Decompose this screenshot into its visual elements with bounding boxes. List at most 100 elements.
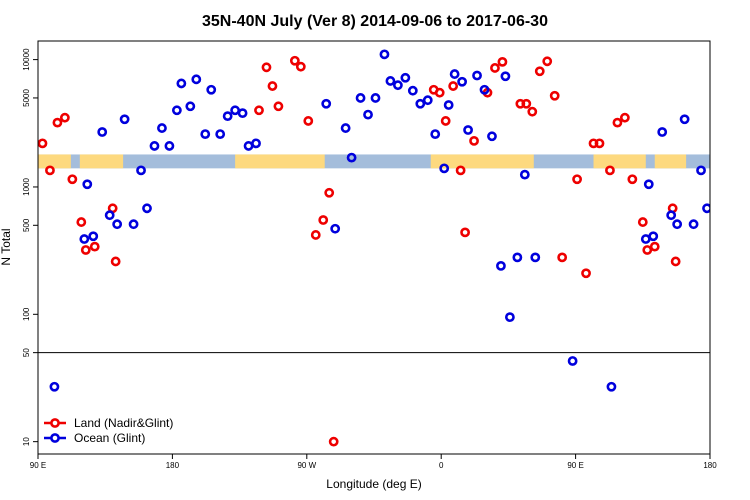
ocean-point	[500, 71, 511, 82]
ocean-point	[363, 109, 373, 120]
ocean-point	[79, 234, 90, 244]
ocean-point	[679, 114, 690, 125]
land-point	[261, 62, 272, 73]
ocean-point	[176, 78, 187, 89]
x-tick-label: 90 E	[567, 461, 583, 470]
ocean-point	[726, 142, 733, 149]
ocean-point	[457, 76, 468, 87]
legend-marker	[50, 418, 60, 428]
ocean-point	[407, 85, 418, 96]
ocean-point	[237, 108, 248, 119]
land-point	[497, 56, 508, 67]
ocean-point	[171, 105, 182, 116]
ocean-point	[643, 179, 654, 190]
land-point	[605, 165, 615, 176]
ocean-point	[415, 98, 426, 109]
ocean-point	[487, 131, 497, 142]
ocean-point	[443, 100, 454, 110]
legend-label: Land (Nadir&Glint)	[74, 416, 173, 430]
y-tick-label: 10	[22, 437, 31, 446]
land-ocean-strip	[38, 154, 710, 169]
ocean-point	[88, 231, 99, 242]
land-point	[303, 116, 314, 126]
ocean-point	[157, 123, 167, 133]
land-point	[619, 112, 630, 123]
ocean-point	[340, 123, 351, 133]
legend: Land (Nadir&Glint)Ocean (Glint)	[44, 416, 173, 445]
land-point	[642, 245, 653, 255]
ocean-point	[688, 219, 699, 230]
ocean-point	[606, 381, 617, 392]
ocean-band	[38, 154, 710, 169]
ocean-point	[185, 101, 196, 112]
ocean-point	[112, 219, 123, 230]
ocean-point	[191, 74, 202, 85]
y-tick-label: 5000	[22, 88, 31, 106]
y-axis: 10 50 100 500 1000 5000 10000	[22, 48, 38, 446]
ocean-point	[379, 49, 390, 60]
land-point	[89, 241, 100, 252]
land-point	[469, 135, 479, 146]
x-tick-label: 90 W	[297, 461, 316, 470]
land-point	[534, 66, 545, 77]
land-point	[273, 101, 284, 112]
land-segment	[79, 154, 124, 169]
y-tick-label: 100	[22, 307, 31, 321]
data-points	[38, 49, 733, 447]
land-point	[460, 227, 470, 238]
ocean-point	[479, 84, 490, 95]
ocean-point	[422, 95, 433, 106]
ocean-point	[97, 127, 108, 137]
x-tick-label: 180	[703, 461, 717, 470]
land-point	[440, 116, 451, 126]
ocean-point	[657, 127, 668, 137]
x-axis: 90 E 180 90 W 0 90 E 180	[30, 454, 717, 470]
ocean-point	[648, 231, 659, 242]
ocean-point	[672, 219, 683, 230]
ocean-point	[321, 98, 332, 109]
x-axis-label: Longitude (deg E)	[326, 477, 421, 491]
ocean-point	[243, 141, 254, 151]
land-point	[76, 217, 87, 227]
ocean-point	[251, 138, 261, 149]
land-point	[310, 230, 321, 240]
ocean-point	[222, 111, 233, 122]
ocean-point	[230, 105, 241, 116]
ocean-point	[370, 93, 381, 103]
ocean-point	[136, 165, 146, 176]
land-point	[45, 165, 55, 176]
ocean-point	[346, 152, 357, 163]
y-tick-label: 50	[22, 348, 31, 357]
land-point	[542, 56, 553, 67]
ocean-point	[142, 203, 152, 214]
y-tick-label: 500	[22, 218, 31, 232]
land-point	[557, 252, 568, 263]
ocean-point	[164, 141, 175, 151]
ocean-point	[400, 72, 411, 83]
land-point	[637, 217, 648, 227]
land-segment	[38, 154, 71, 169]
x-tick-label: 0	[439, 461, 444, 470]
x-tick-label: 180	[166, 461, 180, 470]
y-tick-label: 10000	[22, 48, 31, 71]
land-point	[289, 55, 300, 66]
land-point	[521, 98, 532, 109]
ocean-point	[119, 114, 130, 125]
ocean-point	[392, 80, 403, 91]
ocean-point	[718, 124, 725, 131]
ocean-point	[472, 70, 482, 81]
ocean-point	[709, 143, 710, 148]
land-point	[434, 87, 445, 98]
land-point	[549, 90, 560, 101]
land-point	[267, 81, 278, 91]
ocean-point	[530, 252, 541, 263]
ocean-point	[355, 93, 366, 103]
ocean-point	[567, 356, 578, 366]
land-point	[318, 215, 329, 225]
land-point	[627, 174, 638, 185]
y-axis-label: N Total	[0, 228, 13, 265]
ocean-point	[463, 125, 473, 135]
land-segment	[593, 154, 646, 169]
land-point	[594, 138, 605, 149]
